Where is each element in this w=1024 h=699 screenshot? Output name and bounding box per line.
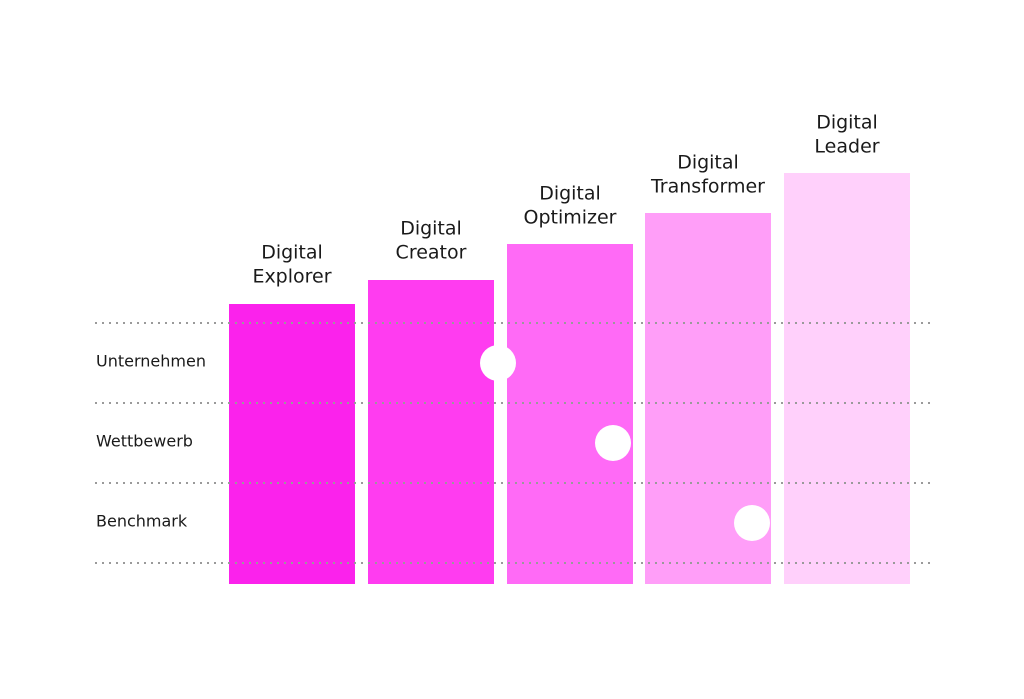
position-marker — [734, 505, 770, 541]
stage-bar — [784, 173, 910, 584]
stage-label: Digital — [539, 183, 601, 205]
row-label: Benchmark — [96, 512, 188, 531]
stage-label: Creator — [396, 242, 467, 264]
stage-bar — [507, 244, 633, 584]
stage-label: Transformer — [650, 176, 765, 198]
stage-label: Optimizer — [523, 207, 616, 229]
position-marker — [480, 345, 516, 381]
stage-bar — [229, 304, 355, 584]
stage-label: Digital — [261, 242, 323, 264]
stage-label: Digital — [677, 152, 739, 174]
position-marker — [595, 425, 631, 461]
stage-label: Leader — [814, 136, 879, 158]
row-label: Unternehmen — [96, 352, 206, 371]
row-label: Wettbewerb — [96, 432, 193, 451]
stage-label: Digital — [816, 112, 878, 134]
stage-bar — [368, 280, 494, 584]
stage-label: Digital — [400, 218, 462, 240]
stage-label: Explorer — [252, 266, 331, 288]
